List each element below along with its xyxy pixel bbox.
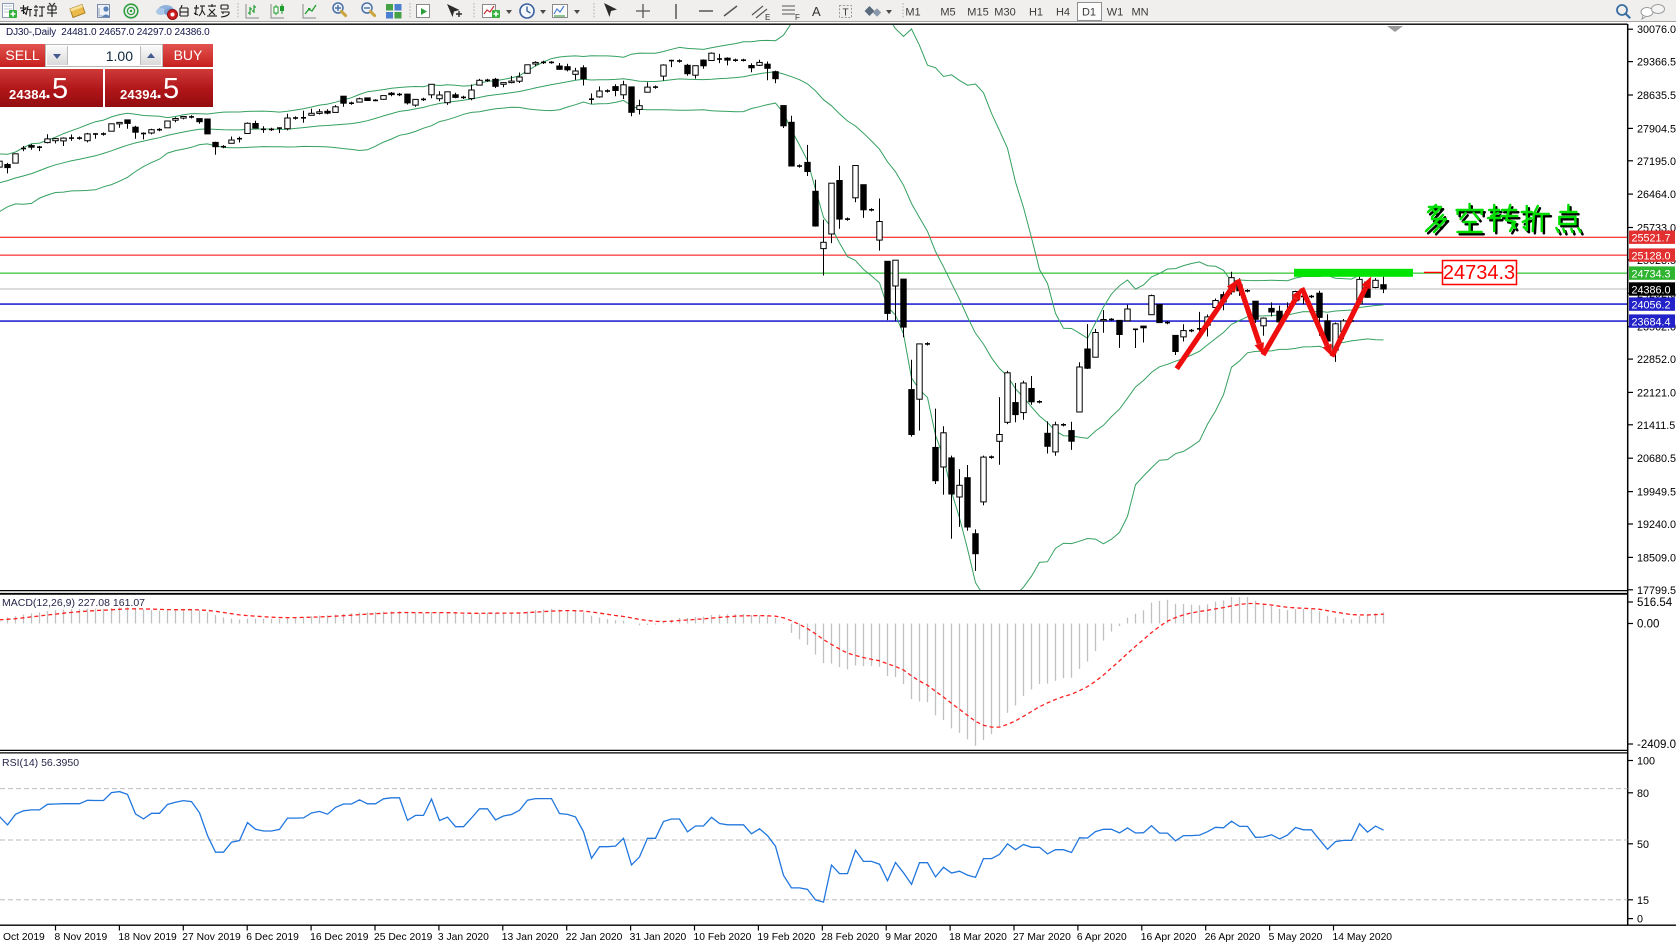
svg-text:M5: M5	[940, 7, 955, 19]
svg-text:18 Mar 2020: 18 Mar 2020	[949, 932, 1007, 943]
svg-text:3 Jan 2020: 3 Jan 2020	[438, 932, 489, 943]
svg-text:28 Feb 2020: 28 Feb 2020	[821, 932, 879, 943]
svg-text:23684.4: 23684.4	[1632, 316, 1671, 328]
svg-text:W1: W1	[1107, 7, 1124, 19]
svg-text:28635.5: 28635.5	[1637, 90, 1676, 102]
svg-text:24056.2: 24056.2	[1632, 299, 1671, 311]
svg-text:H1: H1	[1029, 7, 1043, 19]
svg-text:14 May 2020: 14 May 2020	[1333, 932, 1393, 943]
svg-text:30076.0: 30076.0	[1637, 24, 1676, 36]
svg-text:RSI(14) 56.3950: RSI(14) 56.3950	[2, 757, 79, 769]
svg-text:13 Jan 2020: 13 Jan 2020	[502, 932, 559, 943]
svg-text:M30: M30	[994, 7, 1015, 19]
svg-text:6 Dec 2019: 6 Dec 2019	[246, 932, 299, 943]
svg-text:10 Feb 2020: 10 Feb 2020	[694, 932, 752, 943]
svg-text:26464.0: 26464.0	[1637, 189, 1676, 201]
svg-text:16 Dec 2019: 16 Dec 2019	[310, 932, 369, 943]
svg-text:25 Dec 2019: 25 Dec 2019	[374, 932, 433, 943]
svg-text:MN: MN	[1131, 7, 1148, 19]
svg-text:20680.5: 20680.5	[1637, 453, 1676, 465]
svg-text:17799.5: 17799.5	[1637, 585, 1676, 597]
svg-text:8 Nov 2019: 8 Nov 2019	[55, 932, 108, 943]
svg-text:21411.5: 21411.5	[1637, 420, 1675, 432]
svg-text:H4: H4	[1056, 7, 1070, 19]
svg-text:F: F	[795, 13, 800, 22]
svg-text:0.00: 0.00	[1637, 619, 1659, 631]
svg-text:27904.5: 27904.5	[1637, 123, 1676, 135]
svg-text:D1: D1	[1082, 7, 1096, 19]
svg-text:26 Apr 2020: 26 Apr 2020	[1205, 932, 1261, 943]
svg-text:E: E	[765, 13, 770, 22]
svg-text:18509.0: 18509.0	[1637, 552, 1676, 564]
svg-text:27 Mar 2020: 27 Mar 2020	[1013, 932, 1071, 943]
svg-text:100: 100	[1637, 756, 1655, 768]
svg-text:18 Nov 2019: 18 Nov 2019	[118, 932, 177, 943]
svg-text:-2409.06: -2409.06	[1637, 739, 1676, 751]
svg-text:A: A	[812, 4, 821, 19]
svg-text:80: 80	[1637, 788, 1649, 800]
svg-text:31 Jan 2020: 31 Jan 2020	[630, 932, 687, 943]
svg-text:M15: M15	[967, 7, 988, 19]
svg-text:25521.7: 25521.7	[1632, 233, 1671, 245]
svg-text:516.54: 516.54	[1637, 597, 1673, 609]
svg-text:19949.5: 19949.5	[1637, 487, 1676, 499]
svg-text:6 Apr 2020: 6 Apr 2020	[1077, 932, 1127, 943]
svg-text:25128.0: 25128.0	[1632, 250, 1671, 262]
svg-text:16 Apr 2020: 16 Apr 2020	[1141, 932, 1197, 943]
svg-text:19 Feb 2020: 19 Feb 2020	[757, 932, 815, 943]
svg-text:0: 0	[1637, 914, 1643, 926]
svg-text:29366.5: 29366.5	[1637, 57, 1676, 69]
svg-text:27 Nov 2019: 27 Nov 2019	[182, 932, 241, 943]
svg-text:T: T	[843, 8, 849, 19]
svg-text:27195.0: 27195.0	[1637, 156, 1676, 168]
svg-text:MACD(12,26,9) 227.08 161.07: MACD(12,26,9) 227.08 161.07	[2, 597, 145, 609]
svg-text:22 Jan 2020: 22 Jan 2020	[566, 932, 623, 943]
svg-text:24386.0: 24386.0	[1632, 284, 1671, 296]
svg-text:M1: M1	[905, 7, 920, 19]
svg-text:24734.3: 24734.3	[1443, 262, 1515, 284]
svg-text:9 Mar 2020: 9 Mar 2020	[885, 932, 937, 943]
svg-text:15: 15	[1637, 895, 1649, 907]
svg-text:22852.0: 22852.0	[1637, 354, 1676, 366]
svg-text:22121.0: 22121.0	[1637, 387, 1676, 399]
svg-text:19240.0: 19240.0	[1637, 519, 1676, 531]
svg-text:Oct 2019: Oct 2019	[3, 932, 45, 943]
svg-text:24734.3: 24734.3	[1632, 268, 1671, 280]
svg-text:50: 50	[1637, 839, 1649, 851]
svg-text:5 May 2020: 5 May 2020	[1269, 932, 1323, 943]
